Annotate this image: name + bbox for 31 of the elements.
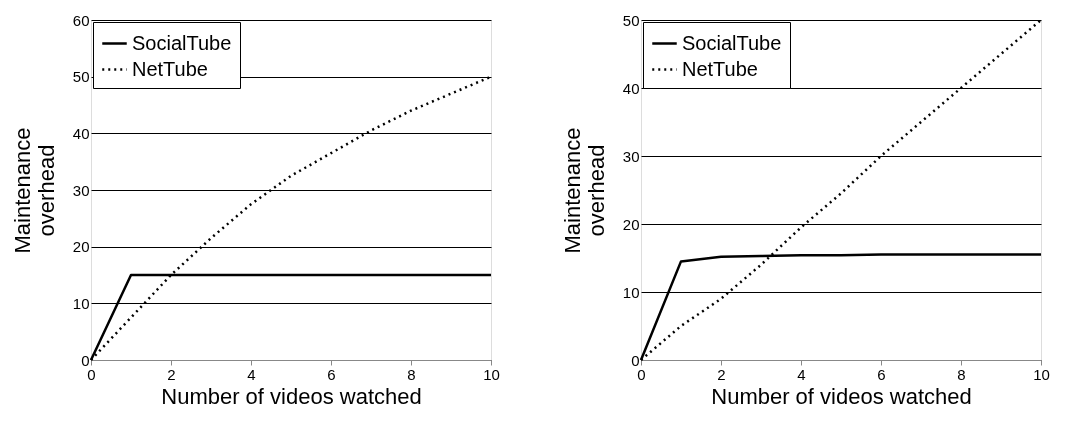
- x-axis-title: Number of videos watched: [711, 383, 972, 409]
- x-tick-label: 6: [877, 365, 886, 383]
- y-tick-label: 30: [622, 147, 640, 165]
- x-tick-label: 4: [797, 365, 806, 383]
- y-axis-title: Maintenance overhead: [9, 127, 59, 254]
- legend-label: NetTube: [682, 57, 758, 80]
- y-tick-label: 10: [72, 294, 90, 312]
- legend-label: SocialTube: [132, 31, 232, 54]
- y-tick-label: 0: [631, 351, 640, 369]
- x-tick-label: 2: [167, 365, 176, 383]
- x-tick-label: 6: [327, 365, 336, 383]
- y-tick-label: 20: [72, 238, 90, 256]
- y-tick-label: 50: [622, 11, 640, 29]
- legend-label: SocialTube: [682, 31, 782, 54]
- x-tick-label: 8: [407, 365, 416, 383]
- x-tick-label: 2: [717, 365, 726, 383]
- y-tick-label: 40: [72, 124, 90, 142]
- x-axis-title: Number of videos watched: [161, 383, 422, 409]
- y-tick-label: 20: [622, 215, 640, 233]
- x-tick-label: 8: [957, 365, 966, 383]
- y-tick-label: 10: [622, 283, 640, 301]
- y-tick-label: 50: [72, 68, 90, 86]
- y-tick-label: 60: [72, 11, 90, 29]
- legend-label: NetTube: [132, 57, 208, 80]
- y-tick-label: 0: [81, 351, 90, 369]
- y-tick-label: 40: [622, 79, 640, 97]
- x-tick-label: 10: [483, 365, 500, 383]
- y-axis-title: Maintenance overhead: [559, 127, 609, 254]
- x-tick-label: 10: [1033, 365, 1050, 383]
- y-tick-label: 30: [72, 181, 90, 199]
- x-tick-label: 4: [247, 365, 256, 383]
